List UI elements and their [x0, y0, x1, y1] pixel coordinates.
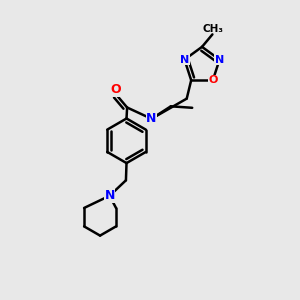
Text: N: N [104, 189, 115, 202]
Text: O: O [208, 75, 218, 85]
Text: CH₃: CH₃ [203, 24, 224, 34]
Text: O: O [110, 83, 121, 96]
Text: N: N [146, 112, 157, 125]
Text: N: N [215, 55, 224, 64]
Text: N: N [180, 55, 189, 64]
